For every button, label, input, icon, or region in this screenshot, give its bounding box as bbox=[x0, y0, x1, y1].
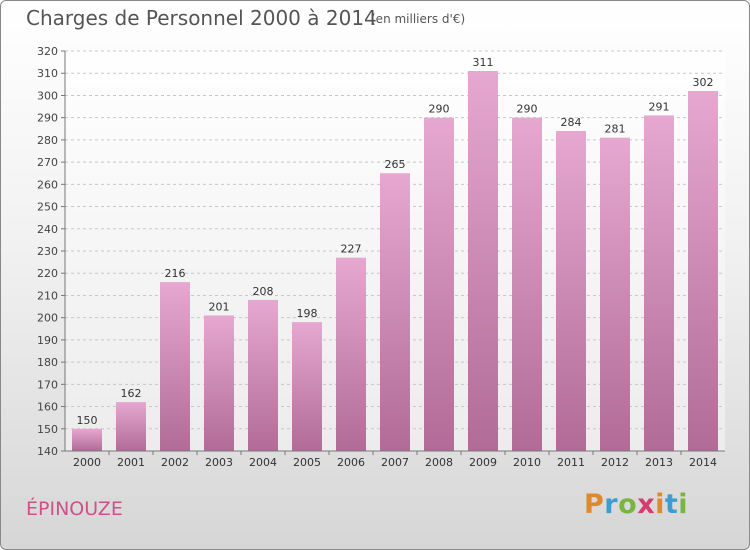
y-tick-label: 190 bbox=[37, 334, 58, 347]
x-tick-label-2005: 2005 bbox=[293, 456, 321, 469]
data-label-2013: 291 bbox=[649, 100, 670, 113]
x-tick-label-2013: 2013 bbox=[645, 456, 673, 469]
y-tick-label: 220 bbox=[37, 267, 58, 280]
bar-2009 bbox=[468, 71, 498, 451]
x-tick-label-2012: 2012 bbox=[601, 456, 629, 469]
data-label-2006: 227 bbox=[341, 243, 362, 256]
logo-letter: x bbox=[637, 489, 656, 520]
bar-2000 bbox=[72, 428, 102, 451]
data-label-2010: 290 bbox=[517, 103, 538, 116]
y-tick-label: 240 bbox=[37, 223, 58, 236]
logo-letter: r bbox=[604, 489, 619, 520]
y-tick-label: 300 bbox=[37, 89, 58, 102]
y-tick-label: 280 bbox=[37, 134, 58, 147]
data-label-2011: 284 bbox=[561, 116, 582, 129]
x-tick-label-2010: 2010 bbox=[513, 456, 541, 469]
bar-2004 bbox=[248, 299, 278, 451]
proxiti-logo: Proxiti bbox=[584, 489, 688, 520]
x-tick-label-2004: 2004 bbox=[249, 456, 277, 469]
chart-subtitle: (en milliers d'€) bbox=[371, 12, 466, 26]
y-tick-label: 150 bbox=[37, 423, 58, 436]
x-tick-label-2006: 2006 bbox=[337, 456, 365, 469]
bar-2014 bbox=[688, 91, 718, 451]
data-label-2008: 290 bbox=[429, 103, 450, 116]
bar-2011 bbox=[556, 131, 586, 451]
chart-title: Charges de Personnel 2000 à 2014 bbox=[26, 6, 377, 30]
x-tick-label-2000: 2000 bbox=[73, 456, 101, 469]
data-label-2001: 162 bbox=[121, 387, 142, 400]
data-label-2009: 311 bbox=[473, 56, 494, 69]
data-label-2004: 208 bbox=[253, 285, 274, 298]
data-label-2012: 281 bbox=[605, 123, 626, 136]
logo-letter: o bbox=[618, 489, 638, 520]
y-tick-label: 270 bbox=[37, 156, 58, 169]
bar-2001 bbox=[116, 402, 146, 451]
x-tick-label-2007: 2007 bbox=[381, 456, 409, 469]
x-tick-label-2008: 2008 bbox=[425, 456, 453, 469]
y-tick-label: 260 bbox=[37, 178, 58, 191]
y-tick-label: 170 bbox=[37, 378, 58, 391]
bar-2012 bbox=[600, 137, 630, 451]
logo-letter: P bbox=[584, 489, 605, 520]
bar-2008 bbox=[424, 117, 454, 452]
logo-letter: t bbox=[664, 489, 679, 520]
bar-2007 bbox=[380, 173, 410, 451]
x-tick-label-2009: 2009 bbox=[469, 456, 497, 469]
data-label-2000: 150 bbox=[77, 414, 98, 427]
y-tick-label: 290 bbox=[37, 112, 58, 125]
bar-2013 bbox=[644, 115, 674, 451]
y-tick-label: 230 bbox=[37, 245, 58, 258]
x-tick-label-2011: 2011 bbox=[557, 456, 585, 469]
y-tick-label: 180 bbox=[37, 356, 58, 369]
y-tick-label: 250 bbox=[37, 201, 58, 214]
x-tick-label-2003: 2003 bbox=[205, 456, 233, 469]
data-label-2007: 265 bbox=[385, 158, 406, 171]
y-tick-label: 320 bbox=[37, 45, 58, 58]
bar-2002 bbox=[160, 282, 190, 451]
bar-2006 bbox=[336, 257, 366, 451]
x-tick-label-2002: 2002 bbox=[161, 456, 189, 469]
place-name: ÉPINOUZE bbox=[26, 498, 123, 520]
x-tick-label-2014: 2014 bbox=[689, 456, 717, 469]
bar-2010 bbox=[512, 117, 542, 452]
logo-letter: i bbox=[678, 489, 689, 520]
data-label-2003: 201 bbox=[209, 300, 230, 313]
data-label-2005: 198 bbox=[297, 307, 318, 320]
bar-2005 bbox=[292, 322, 322, 451]
y-tick-label: 310 bbox=[37, 67, 58, 80]
data-label-2014: 302 bbox=[693, 76, 714, 89]
y-tick-label: 140 bbox=[37, 445, 58, 458]
y-tick-label: 210 bbox=[37, 289, 58, 302]
x-tick-label-2001: 2001 bbox=[117, 456, 145, 469]
y-tick-label: 200 bbox=[37, 312, 58, 325]
logo-letter: i bbox=[655, 489, 665, 520]
data-label-2002: 216 bbox=[165, 267, 186, 280]
bar-2003 bbox=[204, 315, 234, 451]
y-tick-label: 160 bbox=[37, 401, 58, 414]
